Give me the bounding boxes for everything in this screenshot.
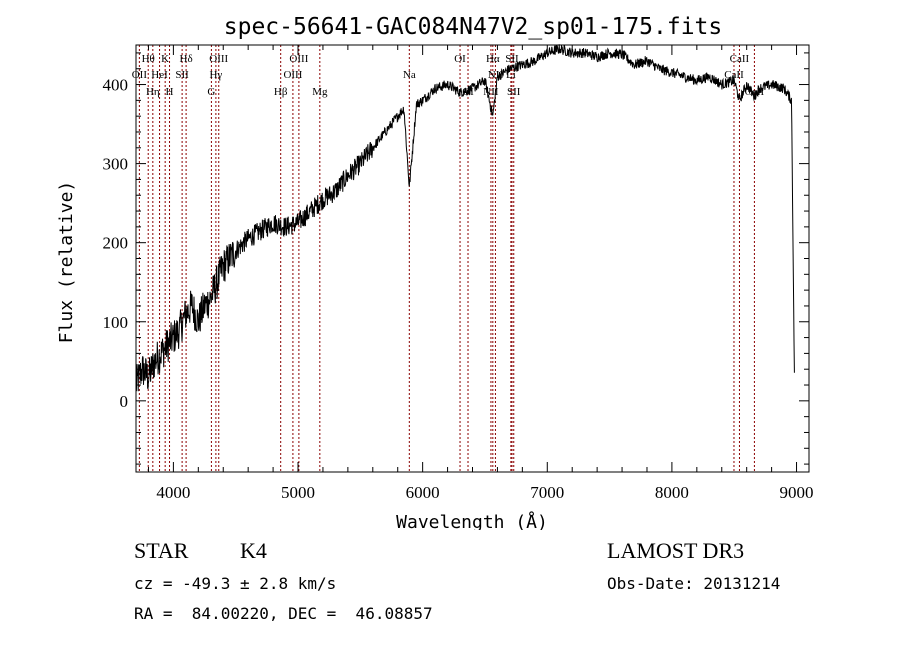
x-axis-label: Wavelength (Å)	[396, 511, 548, 530]
line-label: OIII	[283, 69, 302, 81]
coordinates: RA = 84.00220, DEC = 46.08857	[134, 604, 433, 623]
line-label: Hη	[146, 86, 160, 98]
line-label: SII	[505, 53, 519, 65]
line-label: HeI	[151, 69, 168, 81]
line-label: Hδ	[180, 53, 193, 65]
line-label: OIII	[209, 53, 228, 65]
spectral-subclass: K4	[240, 538, 267, 563]
line-label: OIII	[289, 53, 308, 65]
spectrum-line	[135, 44, 795, 392]
star-class: STAR	[134, 538, 189, 563]
line-label: G	[207, 86, 215, 98]
line-label: Na	[403, 69, 416, 81]
line-label: SII	[175, 69, 189, 81]
line-label: SII	[507, 86, 521, 98]
x-tick-label: 8000	[655, 483, 689, 502]
y-axis-label: Flux (relative)	[56, 181, 77, 344]
y-tick-label: 300	[103, 155, 129, 174]
x-tick-label: 9000	[780, 483, 814, 502]
y-tick-labels: 0 100 200 300 400	[103, 76, 129, 411]
y-tick-label: 200	[103, 234, 129, 253]
line-label: K	[161, 53, 169, 65]
x-tick-label: 5000	[281, 483, 315, 502]
line-markers	[138, 45, 755, 472]
x-tick-label: 6000	[406, 483, 440, 502]
line-label: Hθ	[142, 53, 155, 65]
line-label: H	[166, 86, 174, 98]
line-label: Mg	[312, 86, 328, 98]
y-tick-label: 0	[120, 392, 129, 411]
line-label: Hγ	[209, 69, 222, 81]
survey-name: LAMOST DR3	[607, 538, 745, 563]
line-label: OII	[132, 69, 148, 81]
observation-date: Obs-Date: 20131214	[607, 574, 781, 593]
x-tick-label: 4000	[156, 483, 190, 502]
line-label: OI	[454, 53, 466, 65]
chart-title: spec-56641-GAC084N47V2_sp01-175.fits	[224, 14, 723, 40]
line-label: CaII	[730, 53, 750, 65]
line-label: Hα	[486, 53, 500, 65]
spectrum-chart: spec-56641-GAC084N47V2_sp01-175.fits Hθ O…	[56, 14, 814, 530]
x-tick-label: 7000	[530, 483, 564, 502]
line-label: Li	[506, 69, 516, 81]
x-tick-labels: 4000 5000 6000 7000 8000 9000	[156, 483, 813, 502]
axis-ticks	[136, 45, 809, 472]
plot-frame	[135, 44, 810, 473]
radial-velocity: cz = -49.3 ± 2.8 km/s	[134, 574, 337, 593]
line-label: Hβ	[274, 86, 288, 98]
y-tick-label: 400	[103, 76, 129, 95]
y-tick-label: 100	[103, 313, 129, 332]
